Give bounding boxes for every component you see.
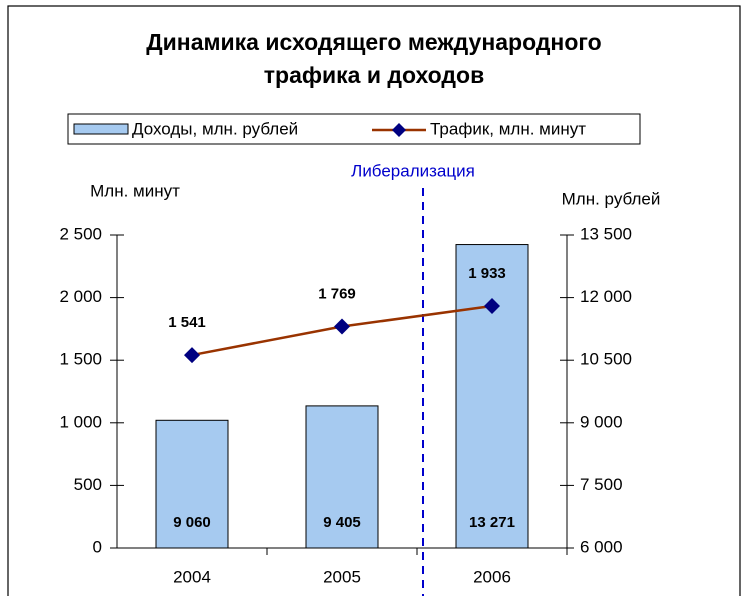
bar-value-label: 9 060 (173, 514, 211, 531)
bar-value-label: 9 405 (323, 514, 361, 531)
line-marker (484, 297, 500, 314)
bar-value-label: 13 271 (469, 514, 515, 531)
legend-label: Доходы, млн. рублей (132, 119, 298, 138)
y2-axis-label: Млн. рублей (562, 189, 661, 208)
y-axis-label: Млн. минут (90, 181, 180, 200)
x-tick-label: 2006 (473, 567, 511, 586)
y-tick-label: 2 500 (59, 224, 102, 243)
y2-tick-label: 10 500 (580, 350, 632, 369)
legend-box (67, 113, 641, 145)
chart-title-box: Динамика исходящего международного трафи… (0, 26, 748, 92)
y2-tick-label: 6 000 (580, 537, 623, 556)
bar (305, 405, 379, 549)
y-tick-label: 500 (74, 475, 102, 494)
y2-tick-label: 9 000 (580, 412, 623, 431)
chart-title: Динамика исходящего международного трафи… (146, 29, 602, 88)
line-marker (334, 318, 350, 335)
y-tick-label: 1 000 (59, 412, 102, 431)
line-marker (184, 347, 200, 364)
chart-frame (7, 5, 741, 596)
y2-tick-label: 7 500 (580, 475, 623, 494)
bar (155, 419, 229, 549)
line-value-label: 1 769 (318, 285, 356, 302)
bar (455, 244, 529, 549)
y2-tick-label: 13 500 (580, 224, 632, 243)
y-tick-label: 0 (93, 537, 102, 556)
x-tick-label: 2004 (173, 567, 211, 586)
x-tick-label: 2005 (323, 567, 361, 586)
legend-swatch (73, 123, 129, 135)
annotation: Либерализация (351, 161, 475, 180)
y-tick-label: 1 500 (59, 350, 102, 369)
line-value-label: 1 933 (468, 265, 506, 282)
y-tick-label: 2 000 (59, 287, 102, 306)
legend-label: Трафик, млн. минут (430, 119, 586, 138)
legend-marker (392, 123, 406, 137)
y2-tick-label: 12 000 (580, 287, 632, 306)
line-value-label: 1 541 (168, 314, 206, 331)
